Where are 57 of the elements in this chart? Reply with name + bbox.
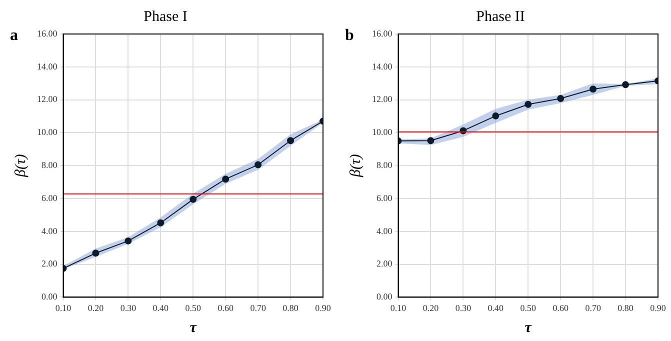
x-tick-label: 0.50 <box>185 302 202 313</box>
y-tick-label: 0.00 <box>376 292 393 302</box>
x-tick-label: 0.60 <box>552 302 569 313</box>
x-tick-label: 0.90 <box>650 302 666 313</box>
x-axis-title: τ <box>190 320 198 336</box>
y-tick-label: 2.00 <box>42 258 58 269</box>
text: b <box>345 27 354 44</box>
point <box>190 196 197 203</box>
y-tick-label: 12.00 <box>37 94 58 104</box>
x-tick-label: 0.80 <box>618 302 634 313</box>
y-tick-label: 12.00 <box>372 94 393 104</box>
point <box>124 237 132 244</box>
point <box>222 176 230 183</box>
point <box>287 137 294 144</box>
x-tick-label: 0.20 <box>88 302 104 313</box>
x-tick-label: 0.90 <box>315 302 332 313</box>
y-axis-title: β(τ) <box>12 154 29 178</box>
point <box>557 94 564 102</box>
point <box>590 86 597 93</box>
x-axis-title: τ <box>524 320 533 336</box>
y-tick-label: 10.00 <box>372 127 393 138</box>
x-tick-label: 0.40 <box>152 302 170 313</box>
x-tick-label: 0.80 <box>282 302 299 313</box>
y-tick-label: 8.00 <box>376 160 393 170</box>
y-tick-label: 2.00 <box>376 258 393 269</box>
point <box>157 219 164 226</box>
chart-title: Phase I <box>144 8 188 25</box>
x-tick-label: 0.40 <box>488 302 504 313</box>
y-tick-label: 4.00 <box>42 226 58 236</box>
x-tick-label: 0.70 <box>250 302 266 313</box>
x-tick-label: 0.30 <box>455 302 472 313</box>
point <box>524 100 532 108</box>
x-tick-label: 0.10 <box>390 302 407 313</box>
point <box>427 137 434 144</box>
y-tick-label: 6.00 <box>376 192 393 203</box>
y-tick-label: 16.00 <box>37 28 58 38</box>
text: a <box>10 27 18 44</box>
x-tick-label: 0.70 <box>585 302 602 313</box>
x-tick-label: 0.60 <box>218 302 234 313</box>
y-axis-title: β(τ) <box>348 154 364 178</box>
y-tick-label: 6.00 <box>42 192 58 203</box>
x-tick-label: 0.30 <box>120 302 137 313</box>
y-tick-label: 14.00 <box>37 61 58 72</box>
x-tick-label: 0.10 <box>55 302 72 313</box>
y-tick-label: 4.00 <box>376 226 393 236</box>
point <box>622 81 630 88</box>
chart-title: Phase II <box>476 8 525 25</box>
y-tick-label: 16.00 <box>372 28 393 38</box>
x-tick-label: 0.20 <box>422 302 440 313</box>
y-tick-label: 10.00 <box>37 127 58 138</box>
point <box>254 161 262 168</box>
x-tick-label: 0.50 <box>520 302 536 313</box>
y-tick-label: 0.00 <box>42 292 58 302</box>
y-tick-label: 14.00 <box>372 61 393 72</box>
y-tick-label: 8.00 <box>42 160 58 170</box>
point <box>492 112 500 120</box>
point <box>92 250 100 257</box>
